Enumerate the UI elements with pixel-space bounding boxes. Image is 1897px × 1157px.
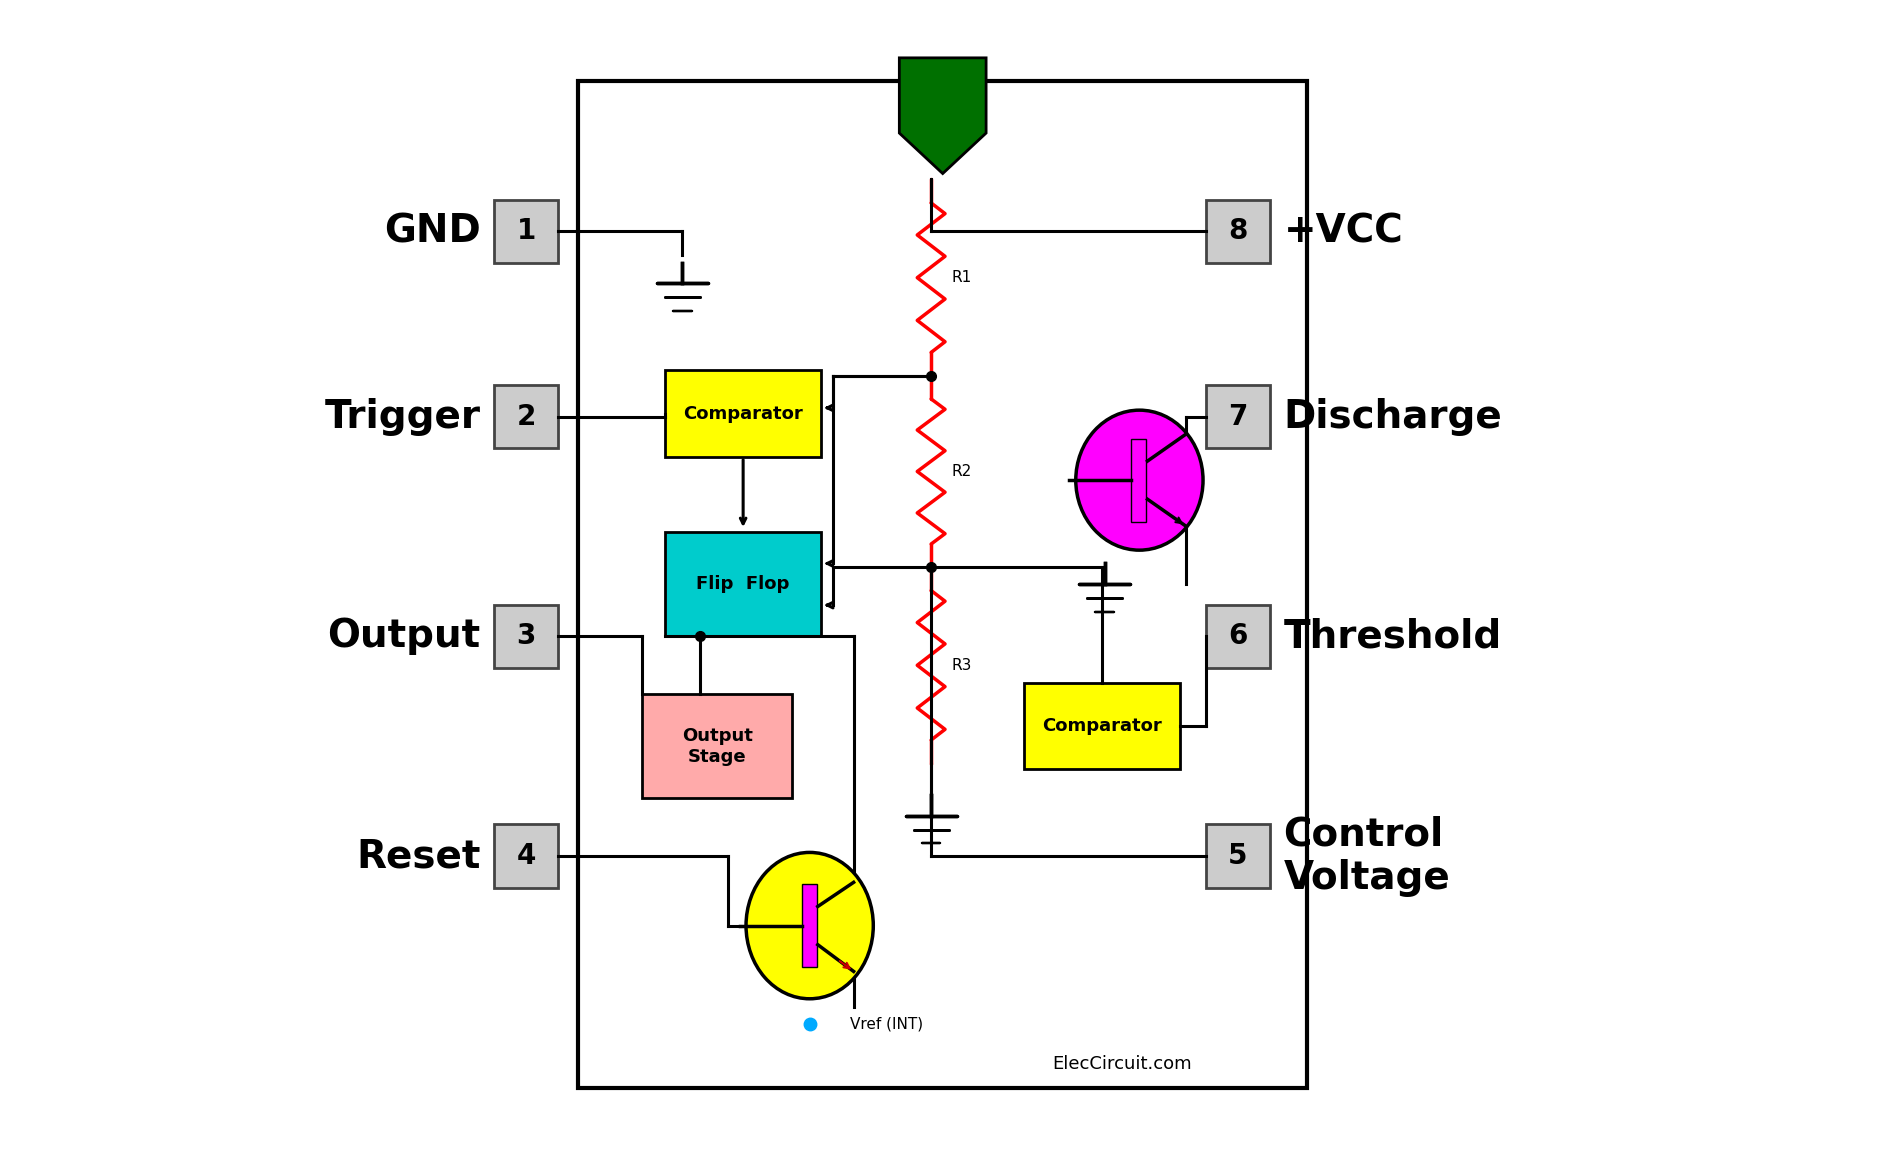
Text: 3: 3 bbox=[516, 622, 535, 650]
Text: +VCC: +VCC bbox=[1284, 213, 1404, 250]
Ellipse shape bbox=[746, 853, 873, 998]
Text: 1: 1 bbox=[516, 218, 535, 245]
Text: Reset: Reset bbox=[357, 838, 480, 875]
Text: Discharge: Discharge bbox=[1284, 398, 1502, 435]
Text: Comparator: Comparator bbox=[683, 405, 802, 422]
Text: Output
Stage: Output Stage bbox=[681, 727, 753, 766]
Text: 8: 8 bbox=[1227, 218, 1248, 245]
FancyBboxPatch shape bbox=[641, 694, 793, 798]
Text: 2: 2 bbox=[516, 403, 535, 430]
Text: Flip  Flop: Flip Flop bbox=[696, 575, 789, 594]
FancyBboxPatch shape bbox=[1131, 439, 1146, 522]
Text: GND: GND bbox=[383, 213, 480, 250]
FancyBboxPatch shape bbox=[1206, 605, 1269, 669]
FancyBboxPatch shape bbox=[495, 824, 558, 889]
Text: 6: 6 bbox=[1227, 622, 1248, 650]
Text: R2: R2 bbox=[952, 464, 973, 479]
Ellipse shape bbox=[1076, 411, 1203, 551]
Text: R1: R1 bbox=[952, 271, 973, 285]
FancyBboxPatch shape bbox=[495, 199, 558, 263]
Text: Control
Voltage: Control Voltage bbox=[1284, 816, 1449, 897]
Text: ElecCircuit.com: ElecCircuit.com bbox=[1053, 1055, 1191, 1074]
Text: Output: Output bbox=[328, 618, 480, 655]
FancyBboxPatch shape bbox=[802, 884, 816, 967]
Text: 7: 7 bbox=[1227, 403, 1248, 430]
FancyBboxPatch shape bbox=[495, 384, 558, 448]
FancyBboxPatch shape bbox=[666, 370, 821, 457]
Text: Threshold: Threshold bbox=[1284, 618, 1502, 655]
Text: 4: 4 bbox=[516, 842, 535, 870]
FancyBboxPatch shape bbox=[1206, 384, 1269, 448]
FancyBboxPatch shape bbox=[1206, 824, 1269, 889]
FancyBboxPatch shape bbox=[495, 605, 558, 669]
FancyBboxPatch shape bbox=[666, 532, 821, 636]
Text: Vref (INT): Vref (INT) bbox=[850, 1017, 924, 1031]
Text: R3: R3 bbox=[952, 658, 973, 672]
Text: 5: 5 bbox=[1227, 842, 1248, 870]
FancyBboxPatch shape bbox=[579, 81, 1307, 1088]
FancyBboxPatch shape bbox=[1206, 199, 1269, 263]
Text: Trigger: Trigger bbox=[324, 398, 480, 435]
Polygon shape bbox=[899, 58, 986, 174]
Text: Comparator: Comparator bbox=[1041, 717, 1161, 735]
FancyBboxPatch shape bbox=[1024, 683, 1180, 769]
